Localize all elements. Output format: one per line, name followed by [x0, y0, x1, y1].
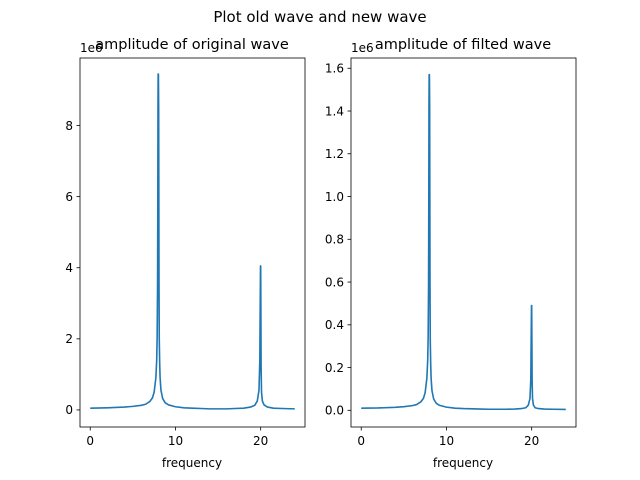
left-plot-xtick-label: 10 [168, 434, 183, 448]
left-plot-ytick-label: 6 [65, 190, 73, 204]
right-plot-title: amplitude of filted wave [375, 37, 551, 53]
right-plot-ytick-label: 0.0 [325, 404, 344, 418]
right-plot-ytick-label: 1.6 [325, 62, 344, 76]
left-plot-title: amplitude of original wave [95, 37, 289, 53]
right-plot-series-line-0 [361, 73, 566, 411]
right-plot: amplitude of filted wave 1e6 frequency 0… [325, 37, 577, 470]
right-plot-xlabel: frequency [433, 456, 493, 470]
right-plot-ytick-label: 1.2 [325, 147, 344, 161]
left-plot-ytick-label: 0 [65, 403, 73, 417]
left-plot-xtick-label: 20 [253, 434, 268, 448]
right-plot-marks: 0 10 20 0.0 0.2 0.4 0.6 0.8 1.0 1.2 1.4 1.6 [325, 57, 577, 448]
left-plot-xtick-label: 0 [86, 434, 94, 448]
right-plot-xtick-label: 0 [357, 434, 365, 448]
right-plot-ytick-label: 1.4 [325, 104, 344, 118]
left-plot-axes-frame [79, 57, 306, 428]
right-plot-xtick-label: 10 [439, 434, 454, 448]
right-plot-ytick-label: 1.0 [325, 190, 344, 204]
left-plot-ytick-label: 8 [65, 119, 73, 133]
left-plot-series-line-0 [90, 73, 295, 410]
left-plot-offset-text: 1e6 [80, 41, 103, 55]
left-plot: amplitude of original wave 1e6 frequency… [65, 37, 306, 470]
right-plot-xtick-label: 20 [524, 434, 539, 448]
right-plot-ytick-label: 0.4 [325, 318, 344, 332]
left-plot-marks: 0 10 20 0 2 4 6 8 [65, 57, 306, 448]
right-plot-ytick-label: 0.6 [325, 275, 344, 289]
right-plot-offset-text: 1e6 [351, 41, 374, 55]
left-plot-xlabel: frequency [162, 456, 222, 470]
right-plot-ytick-label: 0.2 [325, 361, 344, 375]
figure-suptitle: Plot old wave and new wave [213, 8, 426, 26]
left-plot-ytick-label: 4 [65, 261, 73, 275]
right-plot-axes-frame [350, 57, 577, 428]
left-plot-ytick-label: 2 [65, 332, 73, 346]
right-plot-ytick-label: 0.8 [325, 233, 344, 247]
